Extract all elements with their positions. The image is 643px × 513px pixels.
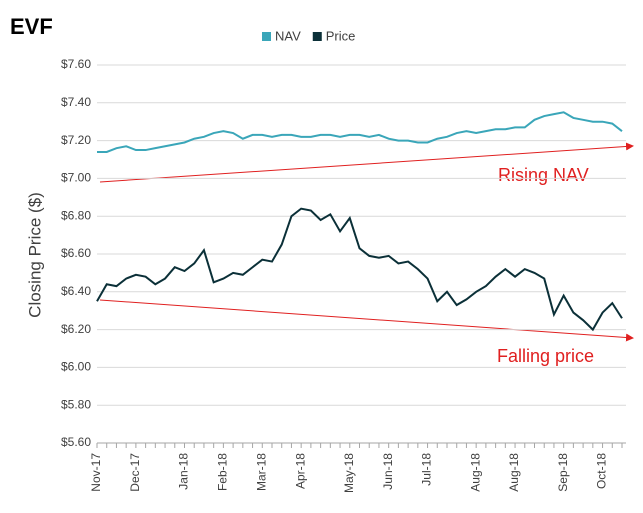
y-tick-label: $7.20	[61, 133, 91, 147]
annotation: Rising NAV	[498, 165, 589, 185]
x-tick-label: Apr-18	[293, 453, 307, 489]
y-tick-label: $6.20	[61, 322, 91, 336]
y-tick-label: $6.00	[61, 360, 91, 374]
trend-arrow	[99, 142, 634, 183]
x-tick-label: Aug-18	[468, 453, 482, 492]
y-tick-label: $6.60	[61, 246, 91, 260]
x-tick-label: Mar-18	[254, 453, 268, 491]
x-tick-label: May-18	[342, 453, 356, 493]
y-tick-label: $5.60	[61, 435, 91, 449]
y-tick-label: $7.00	[61, 171, 91, 185]
series-line	[96, 207, 623, 332]
x-tick-label: Jan-18	[177, 453, 191, 490]
x-tick-label: Nov-17	[89, 453, 103, 492]
y-tick-label: $6.40	[61, 284, 91, 298]
x-tick-label: Jul-18	[420, 453, 434, 486]
y-tick-label: $7.40	[61, 95, 91, 109]
trend-arrow	[99, 299, 634, 342]
y-tick-label: $6.80	[61, 208, 91, 222]
x-tick-label: Oct-18	[595, 453, 609, 489]
y-tick-label: $7.60	[61, 57, 91, 71]
x-tick-label: Sep-18	[556, 453, 570, 492]
y-axis-label: Closing Price ($)	[25, 192, 44, 318]
x-tick-label: Aug-18	[507, 453, 521, 492]
x-tick-label: Feb-18	[216, 453, 230, 491]
legend-swatch	[312, 32, 322, 41]
series-line	[97, 111, 623, 153]
x-tick-label: Dec-17	[128, 453, 142, 492]
legend-label: Price	[326, 28, 356, 43]
legend-label: NAV	[275, 28, 301, 43]
annotation: Falling price	[497, 346, 594, 366]
x-tick-label: Jun-18	[381, 453, 395, 490]
legend-swatch	[262, 32, 271, 41]
chart-title: EVF	[10, 14, 53, 39]
y-tick-label: $5.80	[61, 397, 91, 411]
